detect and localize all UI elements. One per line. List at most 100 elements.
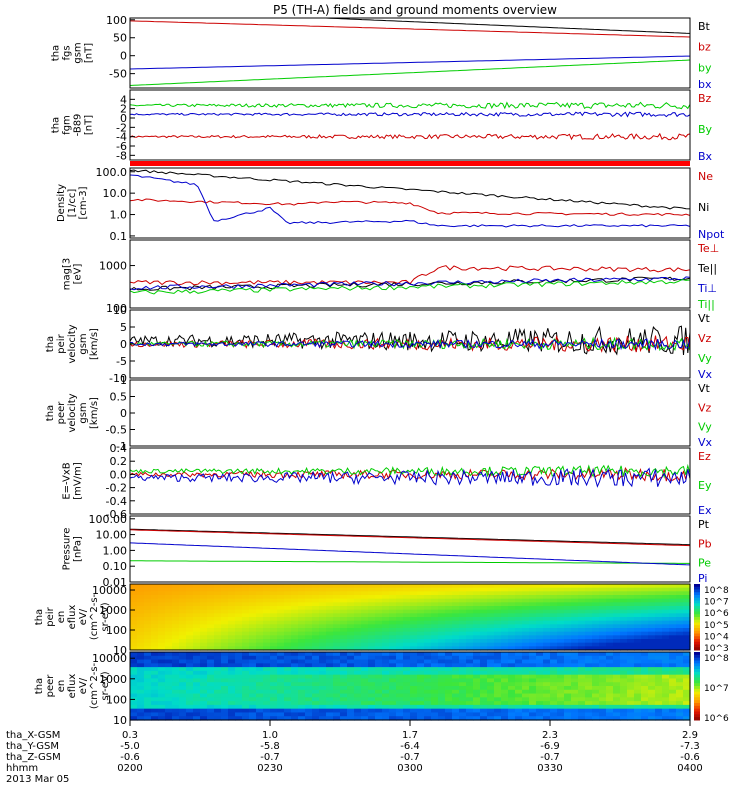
heatmap-cell	[375, 655, 383, 661]
heatmap-cell	[298, 602, 306, 607]
heatmap-cell	[242, 639, 250, 644]
y-tick-label: 100.00	[89, 513, 128, 526]
heatmap-cell	[634, 701, 642, 706]
heatmap-cell	[459, 639, 467, 644]
heatmap-cell	[389, 602, 397, 607]
heatmap-cell	[158, 631, 166, 636]
heatmap-cell	[200, 642, 208, 647]
heatmap-cell	[284, 606, 292, 611]
heatmap-cell	[627, 652, 635, 657]
heatmap-cell	[648, 708, 656, 714]
heatmap-cell	[389, 674, 397, 680]
heatmap-cell	[263, 697, 271, 702]
heatmap-cell	[144, 693, 152, 698]
heatmap-cell	[669, 628, 677, 633]
heatmap-cell	[543, 697, 551, 702]
heatmap-cell	[144, 635, 152, 640]
heatmap-cell	[613, 639, 621, 644]
heatmap-cell	[228, 667, 236, 672]
heatmap-cell	[305, 609, 313, 614]
heatmap-cell	[382, 613, 390, 618]
heatmap-cell	[277, 628, 285, 633]
heatmap-cell	[655, 606, 663, 611]
heatmap-cell	[270, 587, 278, 592]
heatmap-cell	[165, 686, 173, 691]
heatmap-cell	[298, 678, 306, 683]
heatmap-cell	[634, 646, 642, 651]
heatmap-cell	[263, 609, 271, 614]
heatmap-cell	[249, 642, 257, 647]
heatmap-cell	[620, 584, 628, 589]
heatmap-cell	[158, 598, 166, 603]
heatmap-cell	[613, 613, 621, 618]
heatmap-cell	[158, 609, 166, 614]
heatmap-cell	[410, 613, 418, 618]
heatmap-cell	[333, 606, 341, 611]
heatmap-cell	[333, 674, 341, 680]
heatmap-cell	[179, 595, 187, 600]
heatmap-cell	[256, 678, 264, 683]
heatmap-cell	[368, 693, 376, 698]
heatmap-cell	[606, 659, 614, 664]
heatmap-cell	[655, 704, 663, 710]
heatmap-cell	[683, 652, 691, 657]
heatmap-cell	[648, 686, 656, 691]
heatmap-cell	[340, 642, 348, 647]
y-tick-label: 100	[106, 302, 127, 315]
heatmap-cell	[354, 670, 362, 676]
heatmap-cell	[417, 635, 425, 640]
heatmap-cell	[172, 686, 180, 691]
heatmap-cell	[620, 613, 628, 618]
heatmap-cell	[599, 595, 607, 600]
heatmap-cell	[480, 620, 488, 625]
heatmap-cell	[585, 584, 593, 589]
heatmap-cell	[564, 659, 572, 664]
heatmap-cell	[144, 631, 152, 636]
heatmap-cell	[172, 620, 180, 625]
heatmap-cell	[368, 682, 376, 687]
heatmap-cell	[284, 716, 292, 721]
heatmap-cell	[242, 595, 250, 600]
heatmap-cell	[410, 602, 418, 607]
heatmap-cell	[305, 655, 313, 661]
colorbar-segment	[694, 671, 700, 676]
heatmap-cell	[277, 635, 285, 640]
heatmap-cell	[452, 678, 460, 683]
heatmap-cell	[214, 606, 222, 611]
heatmap-cell	[130, 609, 138, 614]
heatmap-cell	[669, 642, 677, 647]
y-tick-label: 1.0	[110, 209, 128, 222]
heatmap-cell	[508, 697, 516, 702]
heatmap-cell	[592, 617, 600, 622]
heatmap-cell	[256, 704, 264, 710]
heatmap-cell	[676, 620, 684, 625]
heatmap-cell	[494, 635, 502, 640]
heatmap-cell	[438, 602, 446, 607]
series-line-vt	[129, 325, 691, 356]
heatmap-cell	[620, 674, 628, 680]
heatmap-cell	[305, 646, 313, 651]
heatmap-cell	[256, 655, 264, 661]
heatmap-cell	[375, 674, 383, 680]
heatmap-cell	[585, 587, 593, 592]
heatmap-cell	[298, 667, 306, 672]
heatmap-cell	[620, 701, 628, 706]
heatmap-cell	[165, 659, 173, 664]
heatmap-cell	[571, 663, 579, 668]
heatmap-cell	[179, 584, 187, 589]
date-label: 2013 Mar 05	[6, 774, 69, 785]
y-axis-label: en	[56, 680, 67, 693]
heatmap-cell	[130, 584, 138, 589]
heatmap-cell	[655, 587, 663, 592]
heatmap-cell	[620, 704, 628, 710]
colorbar-segment	[694, 628, 700, 632]
y-axis-label: peer	[56, 401, 67, 425]
heatmap-cell	[487, 602, 495, 607]
heatmap-cell	[263, 701, 271, 706]
heatmap-cell	[480, 716, 488, 721]
heatmap-cell	[235, 667, 243, 672]
heatmap-cell	[256, 613, 264, 618]
heatmap-cell	[424, 609, 432, 614]
heatmap-cell	[522, 609, 530, 614]
heatmap-cell	[235, 602, 243, 607]
